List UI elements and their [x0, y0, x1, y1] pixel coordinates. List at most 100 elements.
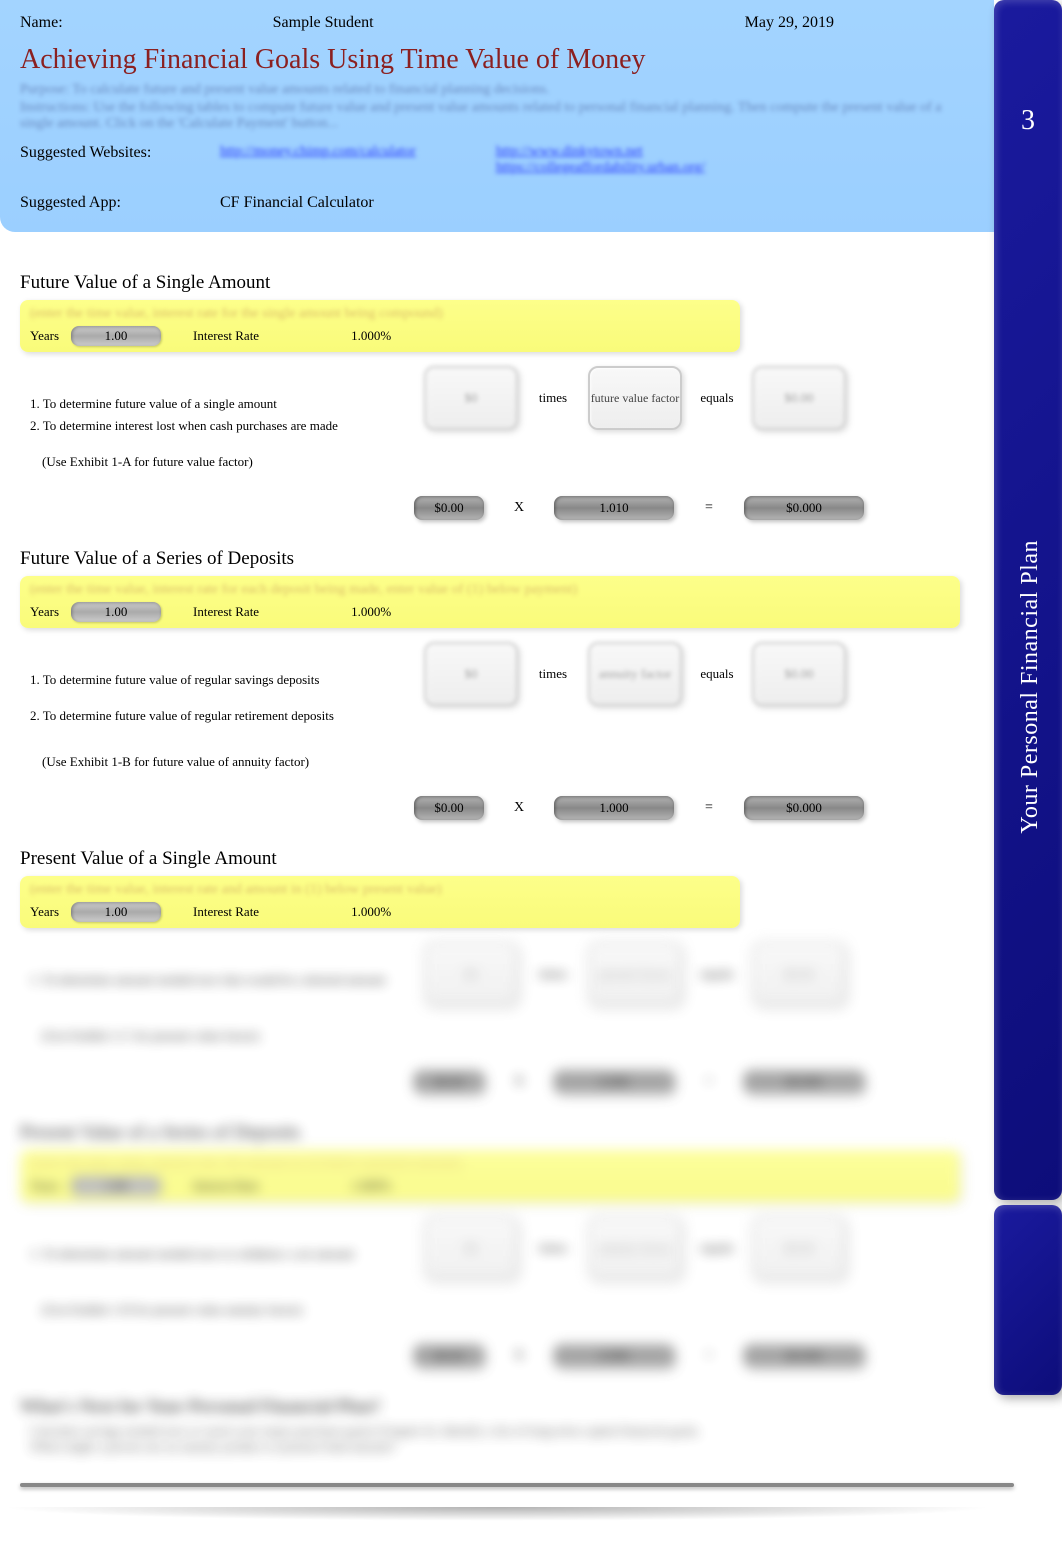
document-date: May 29, 2019	[745, 14, 834, 32]
times-label: times	[528, 1240, 578, 1256]
equals-label: equals	[692, 966, 742, 982]
result-pill: $0.000	[744, 796, 864, 820]
footer-text-2: When might a person use an annuity produ…	[20, 1439, 974, 1455]
years-input[interactable]: 1.00	[71, 602, 161, 622]
section-title: Present Value of a Series of Deposits	[20, 1122, 974, 1144]
years-label: Years	[30, 604, 59, 620]
factor-pill: 1.000	[554, 796, 674, 820]
section-title: Present Value of a Single Amount	[20, 848, 974, 870]
page-number: 3	[994, 0, 1062, 137]
amount-box[interactable]: $0	[424, 942, 518, 1006]
interest-rate-value: 1.000%	[351, 1178, 391, 1194]
amount-pill: $0.00	[414, 796, 484, 820]
footer-section: What's Next for Your Personal Financial …	[20, 1396, 974, 1455]
years-input[interactable]: 1.00	[71, 902, 161, 922]
factor-box[interactable]: future value factor	[588, 366, 682, 430]
interest-rate-value: 1.000%	[351, 604, 391, 620]
amount-pill: $0.00	[414, 1344, 484, 1368]
band-desc: (enter the time value, interest rate for…	[30, 582, 950, 598]
section-title: Future Value of a Single Amount	[20, 272, 974, 294]
amount-box[interactable]: $0	[424, 642, 518, 706]
website-link-3[interactable]: https://collegeaffordability.urban.org/	[496, 160, 705, 176]
yellow-input-band: (enter the time value, interest rate for…	[20, 300, 740, 352]
section-pv-series: Present Value of a Series of Deposits (e…	[20, 1122, 974, 1368]
interest-rate-label: Interest Rate	[193, 328, 259, 344]
years-label: Years	[30, 328, 59, 344]
exhibit-note: (Use Exhibit 1-A for future value factor…	[30, 454, 410, 470]
years-input[interactable]: 1.00	[71, 1176, 161, 1196]
interest-rate-label: Interest Rate	[193, 1178, 259, 1194]
student-name: Sample Student	[273, 14, 374, 32]
equals-label: equals	[692, 666, 742, 682]
years-input[interactable]: 1.00	[71, 326, 161, 346]
name-label: Name:	[20, 14, 63, 32]
purpose-text: Purpose: To calculate future and present…	[20, 82, 974, 98]
result-pill: $0.000	[744, 1070, 864, 1094]
result-pill: $0.000	[744, 496, 864, 520]
footer-text-1: Calculate savings needed now to reach yo…	[20, 1423, 974, 1439]
amount-pill: $0.00	[414, 1070, 484, 1094]
years-label: Years	[30, 904, 59, 920]
page-shadow	[0, 1507, 994, 1521]
multiply-symbol: X	[494, 1348, 544, 1364]
step-2: 2. To determine interest lost when cash …	[30, 418, 410, 434]
page-title: Achieving Financial Goals Using Time Val…	[20, 44, 974, 76]
factor-box[interactable]: annuity factor	[588, 1216, 682, 1280]
footer-heading: What's Next for Your Personal Financial …	[20, 1396, 974, 1417]
interest-rate-value: 1.000%	[351, 328, 391, 344]
app-label: Suggested App:	[20, 194, 220, 212]
equals-symbol: =	[684, 800, 734, 816]
factor-box[interactable]: present factor	[588, 942, 682, 1006]
interest-rate-label: Interest Rate	[193, 904, 259, 920]
times-label: times	[528, 666, 578, 682]
section-pv-single: Present Value of a Single Amount (enter …	[20, 848, 974, 1094]
equals-symbol: =	[684, 500, 734, 516]
band-desc: (enter the time value, interest rate, th…	[30, 1156, 950, 1172]
websites-label: Suggested Websites:	[20, 144, 220, 176]
result-box: $0.00	[752, 366, 846, 430]
yellow-input-band: (enter the time value, interest rate for…	[20, 576, 960, 628]
interest-rate-label: Interest Rate	[193, 604, 259, 620]
equals-label: equals	[692, 1240, 742, 1256]
section-fv-single: Future Value of a Single Amount (enter t…	[20, 272, 974, 520]
section-title: Future Value of a Series of Deposits	[20, 548, 974, 570]
years-label: Years	[30, 1178, 59, 1194]
content-area: Future Value of a Single Amount (enter t…	[0, 232, 994, 1507]
instructions-text: Instructions: Use the following tables t…	[20, 100, 974, 132]
website-link-1[interactable]: http://money.chimp.com/calculator	[220, 144, 416, 176]
section-fv-series: Future Value of a Series of Deposits (en…	[20, 548, 974, 820]
multiply-symbol: X	[494, 500, 544, 516]
step-1: 1. To determine future value of regular …	[30, 672, 410, 688]
multiply-symbol: X	[494, 800, 544, 816]
yellow-input-band: (enter the time value, interest rate, th…	[20, 1150, 960, 1202]
sidebar-panel: 3 Your Personal Financial Plan	[994, 0, 1062, 1200]
exhibit-note: (Use Exhibit 1-D for present value annui…	[30, 1302, 410, 1318]
yellow-input-band: (enter the time value, interest rate and…	[20, 876, 740, 928]
amount-pill: $0.00	[414, 496, 484, 520]
result-box: $0.00	[752, 642, 846, 706]
equals-symbol: =	[684, 1348, 734, 1364]
factor-pill: 0.990	[554, 1070, 674, 1094]
interest-rate-value: 1.000%	[351, 904, 391, 920]
multiply-symbol: X	[494, 1074, 544, 1090]
step-1: 1. To determine future value of a single…	[30, 396, 410, 412]
result-box: $0.00	[752, 1216, 846, 1280]
step-2: 2. To determine future value of regular …	[30, 708, 410, 724]
exhibit-note: (Use Exhibit 1-B for future value of ann…	[30, 754, 410, 770]
factor-pill: 1.010	[554, 496, 674, 520]
factor-box[interactable]: annuity factor	[588, 642, 682, 706]
app-name: CF Financial Calculator	[220, 194, 374, 212]
footer-divider	[20, 1483, 1014, 1487]
band-desc: (enter the time value, interest rate and…	[30, 882, 730, 898]
amount-box[interactable]: $0	[424, 1216, 518, 1280]
website-link-2[interactable]: http://www.dinkytown.net	[496, 144, 705, 160]
exhibit-note: (Use Exhibit 1-C for present value facto…	[30, 1028, 410, 1044]
sidebar-panel-bottom	[994, 1205, 1062, 1395]
times-label: times	[528, 390, 578, 406]
band-desc: (enter the time value, interest rate for…	[30, 306, 730, 322]
step-1: 1. To determine amount needed now that w…	[30, 972, 410, 988]
result-pill: $0.000	[744, 1344, 864, 1368]
step-1: 1. To determine amount needed now to wit…	[30, 1246, 410, 1262]
amount-box[interactable]: $0	[424, 366, 518, 430]
times-label: times	[528, 966, 578, 982]
